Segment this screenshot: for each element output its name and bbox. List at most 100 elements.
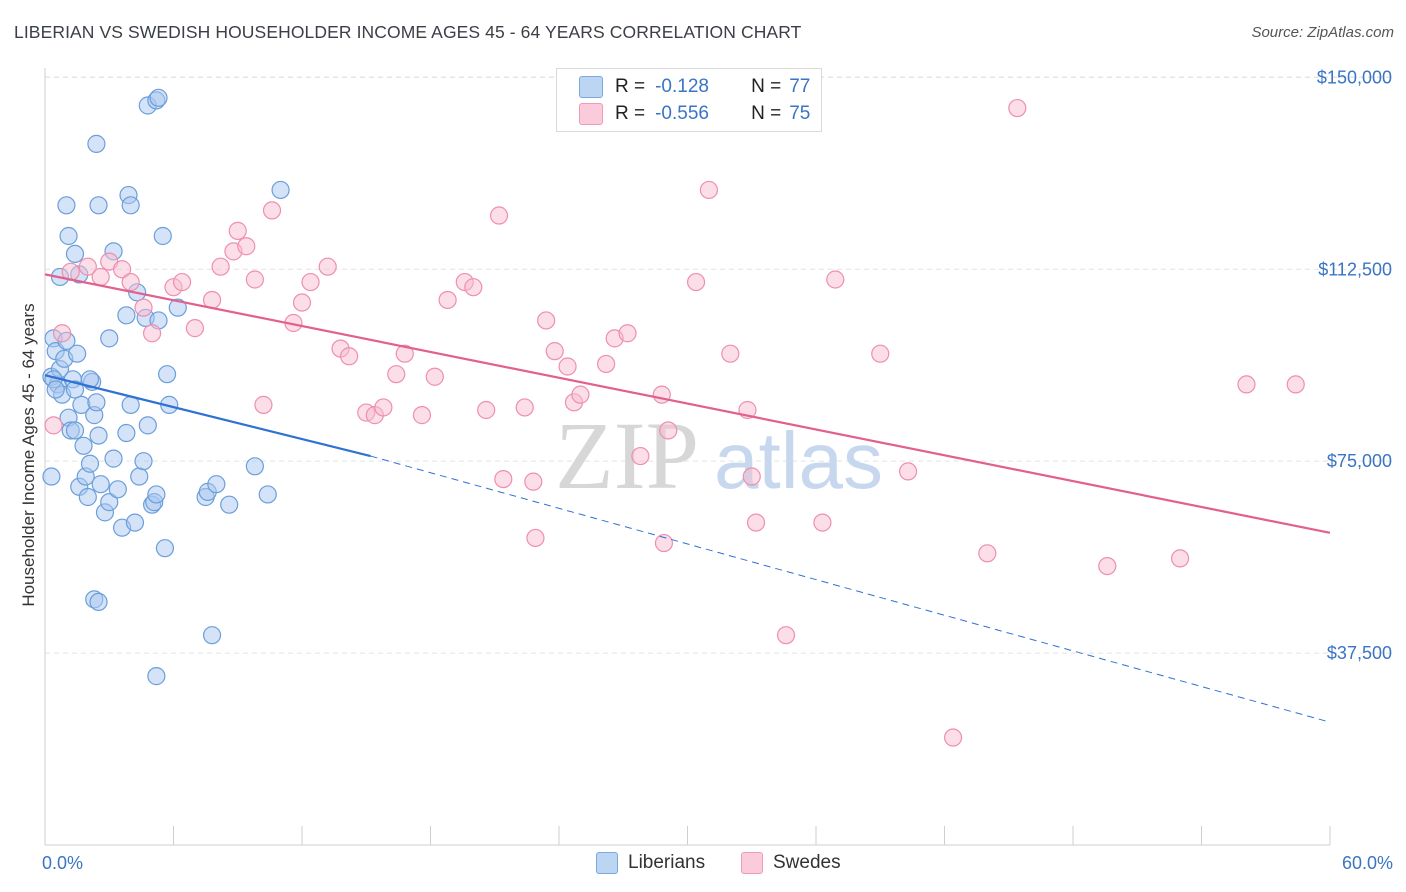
swede-point	[537, 311, 556, 330]
swede-point	[1008, 98, 1027, 118]
bottom-legend-swatch-swedes	[741, 852, 763, 874]
liberian-point	[245, 457, 264, 476]
swede-point	[340, 347, 359, 366]
liberian-point	[157, 365, 177, 384]
swede-point	[1237, 375, 1256, 394]
liberian-point	[220, 495, 239, 514]
liberian-point	[74, 436, 93, 455]
swede-point	[631, 446, 650, 466]
y-tick-label: $150,000	[1317, 67, 1392, 87]
swede-point	[545, 342, 564, 361]
swede-point	[515, 398, 534, 417]
bottom-legend-label-liberians: Liberians	[628, 852, 706, 873]
x-tick-label-min: 0.0%	[42, 853, 83, 873]
legend-n-value: 75	[789, 103, 811, 124]
swede-point	[1098, 556, 1117, 576]
watermark-atlas: atlas	[714, 416, 883, 505]
swede-point	[742, 467, 761, 486]
swede-point	[571, 385, 590, 404]
liberian-point	[202, 626, 222, 645]
axes	[44, 68, 1331, 846]
liberian-point	[108, 480, 127, 499]
y-tick-label: $37,500	[1327, 643, 1392, 663]
swede-point	[387, 365, 406, 384]
swede-point	[78, 257, 97, 276]
swede-point	[112, 260, 132, 279]
swede-point	[659, 421, 678, 440]
swede-point	[597, 354, 616, 374]
liberian-point	[65, 244, 85, 264]
bottom-legend-label-swedes: Swedes	[773, 852, 841, 873]
liberian-point	[104, 449, 123, 468]
legend-r-label: R =	[615, 103, 646, 124]
swede-point	[524, 472, 543, 491]
swede-point	[134, 298, 153, 317]
swede-point	[262, 201, 282, 220]
swede-point	[245, 270, 264, 289]
series-liberians	[42, 88, 290, 686]
liberian-point	[57, 196, 76, 215]
legend-n-value: 77	[789, 76, 811, 97]
liberian-point	[258, 485, 277, 504]
liberian-point	[80, 454, 100, 473]
liberian-point	[271, 180, 290, 200]
swede-point	[494, 469, 513, 489]
liberian-point	[65, 421, 85, 440]
liberian-point	[91, 475, 110, 494]
legend-swatch-swedes	[579, 103, 603, 125]
liberian-point	[65, 380, 85, 399]
swede-point	[1170, 549, 1190, 568]
legend-row-swedes: R = -0.556 N = 75	[579, 102, 810, 126]
swede-point	[489, 206, 509, 225]
liberian-point	[138, 416, 157, 435]
liberian-point	[89, 592, 108, 612]
swede-point	[746, 513, 766, 532]
series-swedes	[44, 98, 1305, 747]
liberian-point	[89, 196, 108, 215]
liberian-point	[42, 467, 61, 486]
y-tick-label: $75,000	[1327, 451, 1392, 471]
bottom-legend-swedes: Swedes	[741, 852, 841, 874]
swede-point	[237, 237, 256, 256]
liberians-trend-solid	[44, 374, 371, 458]
swede-point	[686, 272, 706, 292]
swede-point	[618, 324, 637, 343]
swede-point	[142, 324, 162, 343]
swede-point	[464, 278, 483, 297]
source-label: Source: ZipAtlas.com	[1251, 24, 1394, 41]
swede-point	[776, 626, 796, 645]
swede-point	[558, 357, 577, 376]
liberian-point	[134, 452, 153, 471]
swede-point	[813, 513, 832, 532]
watermark-zip: ZIP	[555, 402, 699, 509]
liberian-point	[117, 306, 136, 325]
swede-point	[654, 533, 674, 553]
liberian-point	[207, 475, 226, 494]
liberian-point	[153, 226, 172, 246]
swede-point	[121, 272, 140, 292]
swede-point	[301, 272, 320, 292]
liberian-point	[78, 487, 97, 507]
swede-point	[699, 180, 719, 200]
legend-row-liberians: R = -0.128 N = 77	[579, 75, 810, 99]
liberian-point	[121, 196, 140, 215]
liberian-point	[80, 370, 100, 389]
legend-n-label: N =	[751, 76, 782, 97]
swede-point	[978, 544, 997, 563]
grid-lines	[45, 76, 1392, 654]
swede-point	[374, 398, 393, 417]
liberian-point	[100, 329, 119, 348]
trend-lines	[44, 273, 1331, 723]
liberians-trend-dashed	[370, 455, 1331, 723]
swede-point	[526, 528, 545, 548]
liberian-point	[68, 344, 87, 363]
swede-point	[318, 257, 337, 276]
swede-point	[1286, 375, 1305, 394]
swede-point	[871, 344, 890, 363]
liberian-point	[87, 393, 106, 412]
y-axis-label: Householder Income Ages 45 - 64 years	[19, 303, 38, 606]
y-tick-label: $112,500	[1318, 259, 1392, 279]
swede-point	[91, 267, 110, 287]
swede-point	[292, 293, 312, 312]
